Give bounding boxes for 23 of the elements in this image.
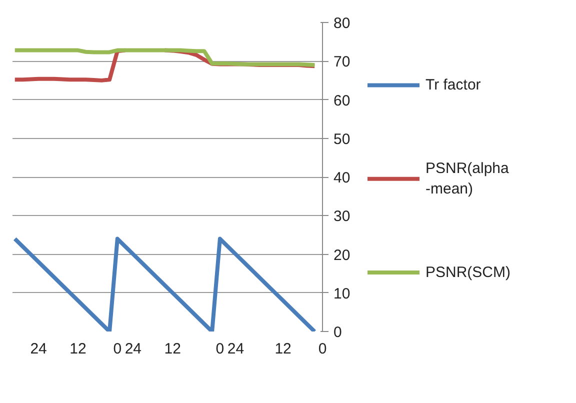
line-series [12, 236, 317, 332]
y-tick-label: 30 [334, 208, 350, 226]
legend-label: PSNR(alpha -mean) [426, 160, 510, 198]
x-tick-label: 24 [124, 340, 142, 358]
y-tick-label: 0 [334, 324, 342, 341]
x-tick-label: 12 [164, 340, 181, 358]
y-tick-label: 80 [334, 15, 350, 32]
y-tick-label: 70 [334, 54, 350, 71]
legend-label: PSNR(SCM) [426, 264, 510, 281]
y-tick-label: 10 [334, 285, 350, 302]
x-tick-label: 24 [227, 340, 244, 358]
y-tick-label: 20 [334, 246, 350, 264]
legend-label: Tr factor [426, 76, 481, 94]
x-tick-label: 0 [216, 340, 224, 358]
x-tick-label: 0 [318, 340, 327, 358]
y-tick-label: 40 [334, 170, 350, 186]
x-tick-label: 24 [30, 340, 47, 358]
y-tick-label: 50 [334, 130, 350, 148]
x-tick-label: 0 [113, 340, 122, 358]
y-tick-label: 60 [334, 92, 350, 110]
x-tick-label: 12 [274, 340, 292, 358]
x-tick-label: 12 [70, 340, 86, 358]
line-series [12, 48, 317, 67]
